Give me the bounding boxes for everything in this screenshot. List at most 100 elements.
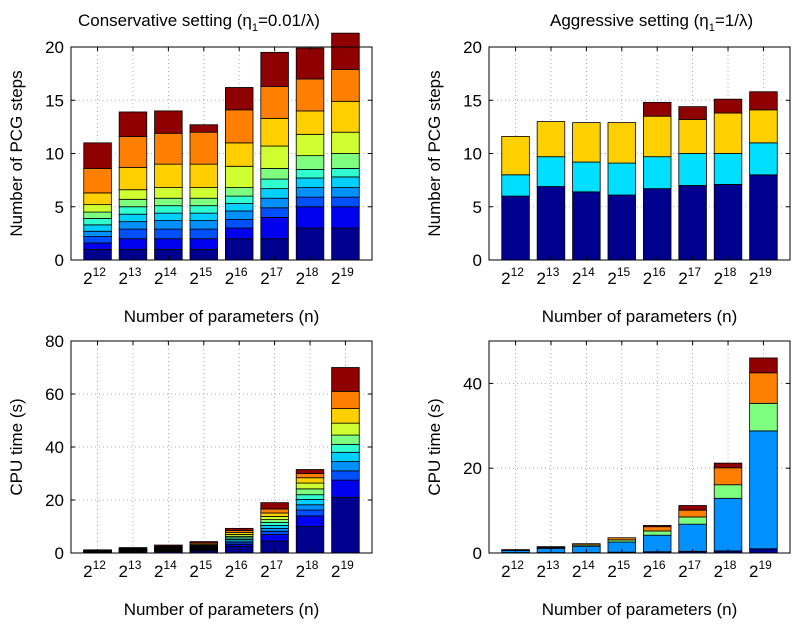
bar-segment <box>713 484 743 499</box>
bar-segment <box>678 516 707 525</box>
bar-segment <box>260 512 289 517</box>
bar-segment <box>572 543 601 546</box>
bar-segment <box>260 534 289 542</box>
bar-segment <box>260 51 289 87</box>
chart-pcg-steps-aggressive: 0 5 10 15 20 212 213 214 215 216 217 218 219 Number o… <box>425 38 791 326</box>
bar-segment <box>83 218 112 226</box>
left-column-title: Conservative setting (η1=0.01/λ) <box>78 11 320 34</box>
bar-segment <box>260 527 289 532</box>
x-tick-label: 218 <box>714 265 737 288</box>
x-tick-label: 212 <box>83 265 106 288</box>
bar-segment <box>607 162 637 196</box>
x-tick-label: 214 <box>572 265 595 288</box>
bar-segment <box>295 155 325 170</box>
bar-segment <box>154 205 183 214</box>
y-axis-label: Number of PCG steps <box>7 70 26 236</box>
bar-segment <box>118 166 148 191</box>
y-tick-label: 0 <box>473 251 482 270</box>
bar-segment <box>189 187 219 199</box>
bar-segment <box>83 242 112 250</box>
y-tick-label: 5 <box>473 198 482 217</box>
bar-segment <box>260 216 289 240</box>
bar-segment <box>224 527 254 531</box>
bar-segment <box>189 163 219 188</box>
bar-segment <box>260 168 289 180</box>
bar-segment <box>749 402 778 432</box>
bar-segment <box>118 198 148 208</box>
x-tick-label: 212 <box>501 265 524 288</box>
y-axis-label: Number of PCG steps <box>425 70 444 236</box>
x-tick-label: 215 <box>607 558 630 581</box>
bar-segment <box>83 192 112 206</box>
y-tick-label: 0 <box>473 544 482 563</box>
bar-segment <box>295 47 325 80</box>
bar-segment <box>260 508 289 514</box>
x-tick-label: 217 <box>260 265 283 288</box>
y-tick-label: 10 <box>463 145 482 164</box>
x-tick-label: 218 <box>296 265 319 288</box>
bar-segment <box>295 499 325 506</box>
bar-segment <box>260 117 289 147</box>
bar-segment <box>678 185 707 261</box>
x-tick-label: 217 <box>260 558 283 581</box>
bar-segment <box>536 546 566 548</box>
bar-segment <box>154 544 183 547</box>
x-axis-label: Number of parameters (n) <box>542 307 738 326</box>
bar-segment <box>572 161 601 193</box>
x-tick-label: 214 <box>154 265 177 288</box>
x-tick-label: 212 <box>83 558 106 581</box>
bar-segment <box>118 213 148 223</box>
bar-segment <box>678 119 707 154</box>
y-tick-label: 20 <box>45 38 64 57</box>
y-tick-label: 20 <box>45 491 64 510</box>
bar-segment <box>189 197 219 207</box>
bar-segment <box>224 227 254 240</box>
bar-segment <box>154 238 183 250</box>
x-tick-label: 214 <box>154 558 177 581</box>
x-tick-label: 218 <box>296 558 319 581</box>
y-tick-label: 40 <box>463 374 482 393</box>
bar-segment <box>118 228 148 240</box>
bar-segment <box>295 133 325 157</box>
bar-segment <box>295 78 325 112</box>
bar-segment <box>83 204 112 213</box>
bar-segment <box>295 515 325 527</box>
bar-segment <box>260 519 289 523</box>
bar-segment <box>678 523 707 552</box>
bar-segment <box>295 177 325 188</box>
bar-segment <box>295 169 325 179</box>
x-tick-label: 217 <box>678 558 701 581</box>
chart-pcg-steps-conservative: 0 5 10 15 20 212 213 214 215 216 217 218 219 Number o… <box>7 32 373 326</box>
bar-segment <box>295 494 325 500</box>
x-tick-label: 216 <box>643 265 666 288</box>
bar-segment <box>154 212 183 221</box>
chart-cpu-time-aggressive: 0 20 40 212 213 214 215 216 217 218 219 Number of p… <box>425 340 791 619</box>
y-tick-label: 0 <box>55 251 64 270</box>
x-axis-label: Number of parameters (n) <box>124 307 320 326</box>
bar-segment <box>607 194 637 261</box>
x-tick-label: 216 <box>225 558 248 581</box>
bar-segment <box>713 183 743 261</box>
bar-segment <box>295 473 325 479</box>
bar-segment <box>260 197 289 209</box>
x-tick-label: 219 <box>749 558 772 581</box>
bar-segment <box>295 504 325 511</box>
bar-segment <box>331 451 360 462</box>
axes-box <box>70 46 373 261</box>
bar-segment <box>224 165 254 188</box>
bar-segment <box>154 197 183 207</box>
x-tick-label: 218 <box>714 558 737 581</box>
bar-segment <box>749 174 778 261</box>
bar-segment <box>749 91 778 111</box>
bar-segment <box>118 136 148 168</box>
bar-segment <box>260 145 289 169</box>
bar-segment <box>260 178 289 190</box>
bar-segment <box>331 131 360 154</box>
bar-segment <box>118 111 148 137</box>
bar-segment <box>678 153 707 186</box>
bar-segment <box>260 530 289 535</box>
bar-segment <box>118 189 148 200</box>
bar-segment <box>331 176 360 188</box>
bar-segment <box>572 122 601 163</box>
